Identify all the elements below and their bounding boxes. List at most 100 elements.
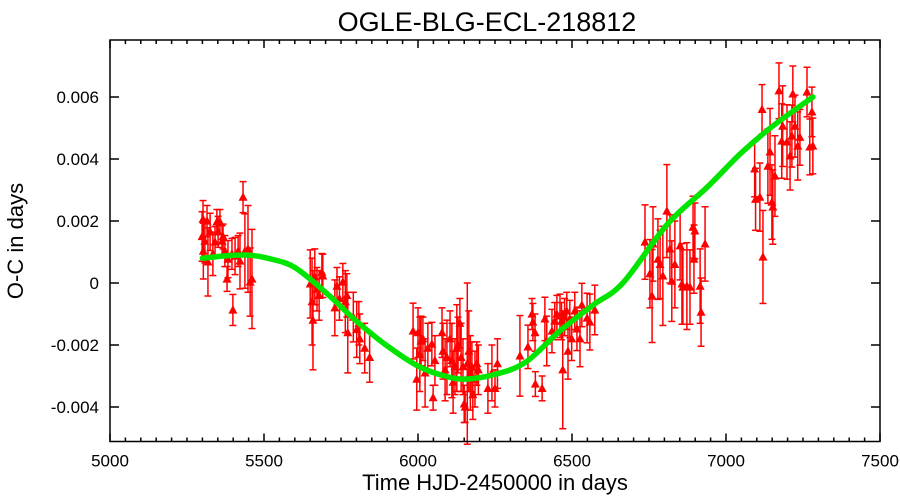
data-point [228,293,238,327]
triangle-marker [483,383,493,392]
triangle-marker [695,281,705,290]
triangle-marker [492,358,502,368]
triangle-marker [330,303,340,312]
triangle-marker [778,121,788,130]
data-point [222,265,232,293]
triangle-marker [220,246,230,255]
model-curve-series [199,94,816,382]
data-point [537,375,547,402]
data-point [442,319,452,396]
triangle-marker [540,314,550,323]
triangle-marker [428,392,438,402]
triangle-marker [640,237,650,246]
triangle-marker [577,300,587,309]
triangle-marker [537,383,547,392]
data-point [455,297,465,349]
data-point [802,66,812,118]
data-point [757,83,767,135]
data-point [483,362,493,414]
triangle-marker [751,194,761,203]
triangle-marker [802,87,812,96]
triangle-marker [530,327,540,337]
triangle-marker [774,86,784,95]
data-point [577,282,587,328]
data-point [530,370,540,398]
x-tick-label: 7500 [861,452,899,471]
triangle-marker [360,343,370,352]
triangle-marker [658,271,668,280]
triangle-marker [530,379,540,388]
triangle-marker [575,334,585,343]
triangle-marker [342,290,352,300]
triangle-marker [558,364,568,374]
triangle-marker [467,361,477,371]
triangle-marker [755,192,765,201]
triangle-marker [770,171,780,180]
triangle-marker [647,291,657,300]
triangle-marker [437,327,447,337]
data-point [662,163,672,259]
x-tick-label: 6000 [399,452,437,471]
triangle-marker [203,257,213,266]
triangle-marker [757,104,767,114]
data-point [238,180,248,214]
x-tick-label: 5000 [91,452,129,471]
triangle-marker [200,236,210,245]
x-tick-label: 6500 [553,452,591,471]
triangle-marker [528,317,538,326]
data-point [223,239,233,279]
triangle-marker [700,239,710,248]
triangle-marker [442,352,452,361]
y-tick-label: 0.004 [56,150,99,169]
x-tick-label: 5500 [245,452,283,471]
triangle-marker [438,346,448,355]
triangle-marker [430,355,440,365]
triangle-marker [788,89,798,98]
triangle-marker [472,358,482,368]
triangle-marker [247,274,257,283]
triangle-marker [202,216,212,225]
triangle-marker [198,246,208,255]
triangle-marker [590,305,600,314]
triangle-marker [228,305,238,314]
y-tick-label: 0.002 [56,212,99,231]
y-tick-label: -0.002 [51,336,99,355]
axes-frame: 5000 5500 6000 6500 7000 7500 -0.004 -0.002 0 0.0… [51,39,899,471]
triangle-marker [523,342,533,351]
triangle-marker [585,317,595,326]
triangle-marker [238,192,248,201]
chart-title: OGLE-BLG-ECL-218812 [338,7,637,37]
triangle-marker [210,237,220,246]
triangle-marker [447,355,457,365]
data-point [365,331,375,383]
triangle-marker [412,374,422,383]
y-axis-title: O-C in days [3,183,28,299]
data-point [590,284,600,336]
triangle-marker [562,306,572,315]
triangle-marker [662,206,672,215]
data-point [412,347,422,411]
data-point [473,344,483,396]
triangle-marker [765,147,775,156]
triangle-marker [777,136,787,145]
triangle-marker [795,132,805,141]
data-point [696,277,706,347]
data-point [765,107,775,197]
data-point [427,321,437,367]
triangle-marker [415,349,425,358]
triangle-marker [563,346,573,355]
triangle-marker [808,141,818,150]
triangle-marker [365,352,375,361]
y-tick-label: -0.004 [51,398,99,417]
triangle-marker [427,339,437,348]
triangle-marker [696,307,706,316]
triangle-marker [408,326,418,335]
triangle-marker [318,271,328,280]
y-tick-label: 0.006 [56,88,99,107]
triangle-marker [567,334,577,343]
triangle-marker [355,334,365,343]
data-point [640,204,650,281]
x-tick-label: 7000 [707,452,745,471]
triangle-marker [473,364,483,374]
